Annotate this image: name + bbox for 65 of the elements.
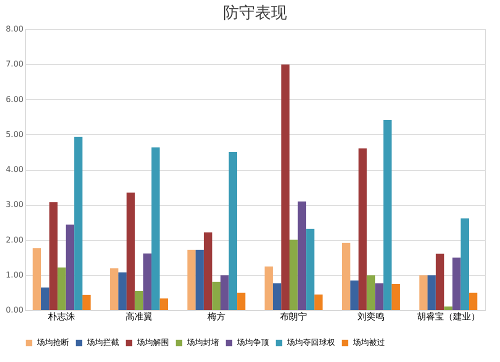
x-tick-label: 高准翼 xyxy=(126,312,153,322)
y-tick-label: 2.00 xyxy=(6,235,24,244)
bar xyxy=(342,242,350,310)
bar xyxy=(350,280,359,310)
bar xyxy=(134,291,144,310)
bar xyxy=(58,268,66,310)
x-tick-label: 布朗宁 xyxy=(280,312,308,322)
bar xyxy=(118,272,127,310)
y-tick-label: 7.00 xyxy=(6,60,24,69)
legend-label: 场均封堵 xyxy=(186,338,219,347)
y-tick-label: 4.00 xyxy=(6,165,24,174)
bar xyxy=(212,282,220,310)
y-tick-label: 5.00 xyxy=(6,130,24,139)
bar xyxy=(460,218,469,310)
x-tick-label: 刘奕鸣 xyxy=(357,312,384,322)
bar xyxy=(196,250,204,310)
y-tick-label: 0.00 xyxy=(6,306,24,314)
bar xyxy=(187,250,196,310)
bar xyxy=(32,248,42,310)
bar xyxy=(436,254,444,310)
legend-label: 场均拦截 xyxy=(86,338,119,347)
y-tick-label: 1.00 xyxy=(6,270,24,280)
bar xyxy=(237,292,246,310)
x-tick-label: 梅方 xyxy=(206,312,226,322)
chart-title: 防守表现 xyxy=(223,3,287,22)
bar xyxy=(419,275,428,310)
bar xyxy=(110,268,118,310)
bar xyxy=(228,152,238,310)
bar xyxy=(264,266,273,310)
bar xyxy=(428,275,436,310)
bar xyxy=(444,306,452,310)
bar xyxy=(358,148,367,310)
bar xyxy=(375,283,384,310)
y-tick-label: 6.00 xyxy=(6,94,24,104)
bar xyxy=(143,253,152,310)
bar xyxy=(220,275,229,310)
bar xyxy=(366,275,376,310)
bar xyxy=(383,120,392,310)
bar xyxy=(82,294,91,310)
bar xyxy=(314,294,323,310)
bar xyxy=(298,201,306,310)
x-tick-label: 朴志洙 xyxy=(47,312,76,322)
bar xyxy=(126,192,135,310)
bar xyxy=(272,283,282,310)
y-tick-label: 3.00 xyxy=(6,200,24,210)
bar xyxy=(306,228,314,310)
legend-label: 场均夺回球权 xyxy=(286,338,335,347)
bar xyxy=(160,298,168,310)
bar xyxy=(204,232,212,310)
legend-label: 场均解围 xyxy=(136,338,169,347)
x-tick-label: 胡睿宝（建业） xyxy=(416,312,480,322)
bar xyxy=(290,240,298,310)
legend-label: 场均被过 xyxy=(352,338,385,347)
bar xyxy=(281,64,290,310)
legend-label: 场均争顶 xyxy=(236,338,269,347)
bar xyxy=(392,284,400,310)
bar xyxy=(49,202,58,310)
bar xyxy=(66,224,74,310)
bar xyxy=(41,288,50,310)
bar xyxy=(74,136,82,310)
bar xyxy=(468,292,478,310)
y-tick-label: 8.00 xyxy=(6,24,24,34)
bar xyxy=(452,258,461,310)
legend-label: 场均抢断 xyxy=(36,338,69,347)
bar xyxy=(151,147,160,310)
